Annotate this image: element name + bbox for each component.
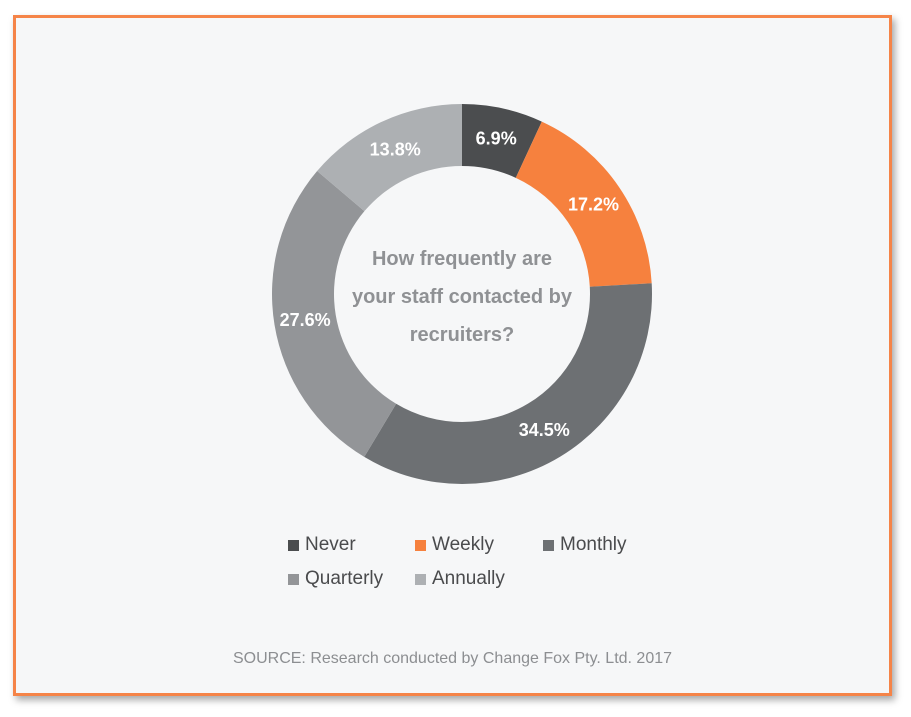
legend-item-quarterly: Quarterly xyxy=(288,568,383,590)
slice-label-monthly: 34.5% xyxy=(519,420,570,440)
chart-title-line-2: your staff contacted by xyxy=(351,286,573,308)
chart-title: How frequently are your staff contacted … xyxy=(348,240,576,354)
legend-swatch-monthly xyxy=(543,539,554,551)
legend-item-monthly: Monthly xyxy=(543,534,627,556)
legend-item-annually: Annually xyxy=(415,568,505,590)
donut-slice-quarterly xyxy=(272,171,397,457)
legend-swatch-annually xyxy=(415,573,426,585)
legend-swatch-never xyxy=(288,539,299,551)
donut-slice-monthly xyxy=(364,283,652,484)
slice-label-weekly: 17.2% xyxy=(568,195,619,215)
legend-label-never: Never xyxy=(305,534,356,555)
slice-label-annually: 13.8% xyxy=(370,140,421,160)
slice-label-never: 6.9% xyxy=(476,129,517,149)
legend-label-monthly: Monthly xyxy=(560,534,627,555)
legend-label-annually: Annually xyxy=(432,568,505,589)
donut-slice-annually xyxy=(317,104,462,212)
legend-swatch-weekly xyxy=(415,539,426,551)
legend-item-never: Never xyxy=(288,534,356,556)
slice-label-quarterly: 27.6% xyxy=(280,310,331,330)
legend-label-weekly: Weekly xyxy=(432,534,494,555)
donut-chart: 6.9% 17.2% 34.5% 27.6% 13.8% xyxy=(272,104,652,484)
chart-title-line-3: recruiters? xyxy=(409,324,515,346)
chart-title-line-1: How frequently are xyxy=(371,248,553,270)
source-note: SOURCE: Research conducted by Change Fox… xyxy=(232,650,673,667)
donut-slice-weekly xyxy=(515,121,652,287)
legend-swatch-quarterly xyxy=(288,573,299,585)
chart-card: 6.9% 17.2% 34.5% 27.6% 13.8% How frequently … xyxy=(13,15,892,696)
legend-label-quarterly: Quarterly xyxy=(305,568,384,589)
donut-slice-never xyxy=(462,104,542,178)
legend-item-weekly: Weekly xyxy=(415,534,494,556)
